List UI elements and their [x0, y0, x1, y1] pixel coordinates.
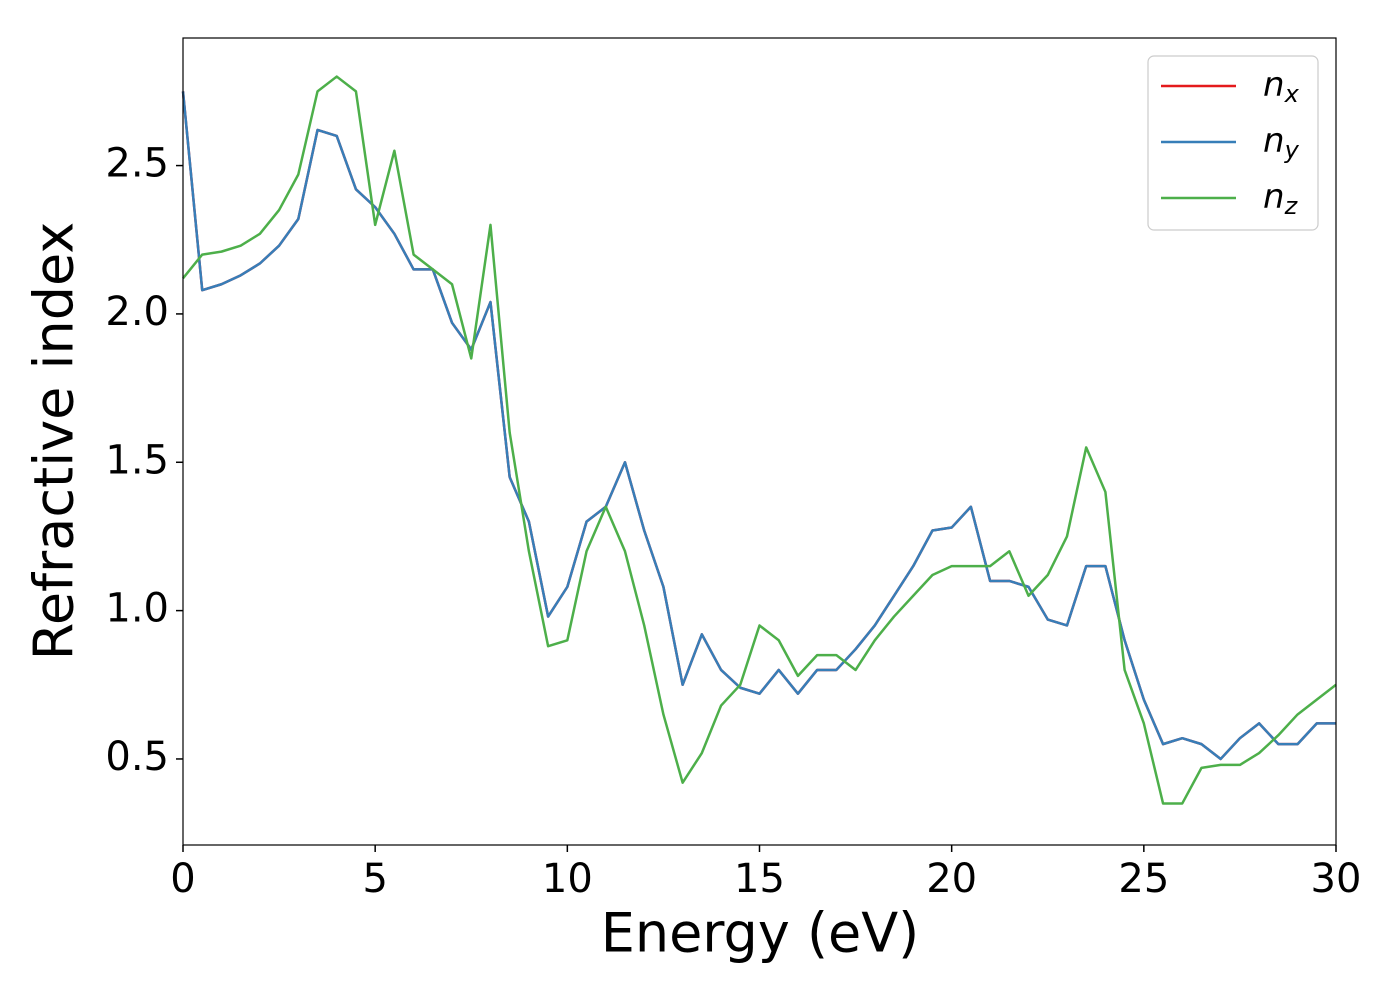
legend-label: nz: [1263, 177, 1299, 221]
x-tick-label: 25: [1118, 856, 1169, 902]
x-axis-label: Energy (eV): [601, 902, 920, 965]
x-tick-label: 10: [542, 856, 593, 902]
x-tick-label: 20: [926, 856, 977, 902]
x-tick-label: 5: [362, 856, 387, 902]
y-tick-label: 1.0: [105, 586, 169, 632]
legend-label: nx: [1263, 65, 1300, 109]
x-tick-label: 30: [1311, 856, 1362, 902]
x-tick-label: 15: [734, 856, 785, 902]
plot-frame: [182, 37, 1337, 846]
y-axis-label: Refractive index: [23, 222, 86, 661]
y-tick-label: 2.0: [105, 289, 169, 335]
series-line: [181, 91, 1336, 761]
x-tick-label: 0: [170, 856, 195, 902]
y-tick-label: 1.5: [105, 437, 169, 483]
y-tick-label: 0.5: [105, 734, 169, 780]
legend-label: ny: [1263, 121, 1300, 165]
y-tick-label: 2.5: [105, 141, 169, 187]
series-line: [182, 75, 1337, 805]
